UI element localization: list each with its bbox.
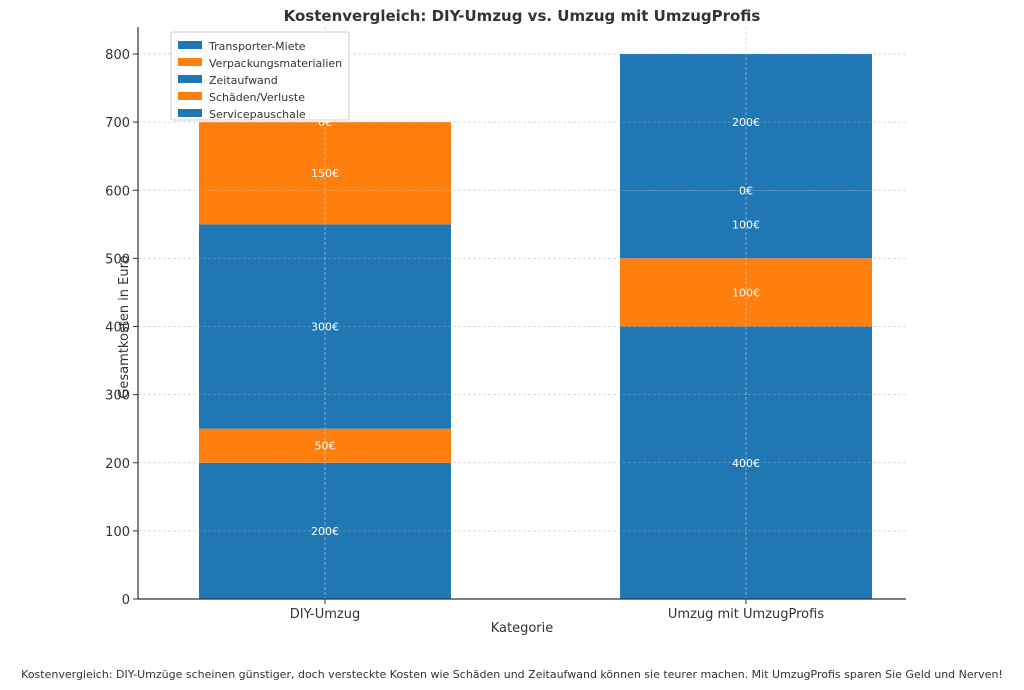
legend-label: Zeitaufwand <box>209 74 278 87</box>
legend-swatch <box>178 109 202 117</box>
legend-swatch <box>178 92 202 100</box>
axes: 0 100 200 300 400 500 600 700 800 DIY-Umzug Umzug … <box>105 27 906 622</box>
x-tick-label: Umzug mit UmzugProfis <box>668 607 824 622</box>
y-tick-label: 400 <box>105 321 130 336</box>
legend-label: Servicepauschale <box>209 108 306 121</box>
y-tick-label: 300 <box>105 389 130 404</box>
legend-box <box>170 31 350 121</box>
y-tick-label: 200 <box>105 457 130 472</box>
x-tick-label: DIY-Umzug <box>290 607 360 622</box>
chart-title: Kostenvergleich: DIY-Umzug vs. Umzug mit… <box>284 7 761 25</box>
stacked-bar-chart: Kostenvergleich: DIY-Umzug vs. Umzug mit… <box>105 7 906 636</box>
y-tick-label: 100 <box>105 525 130 540</box>
bar-value-label: 50€ <box>315 440 336 453</box>
y-tick-label: 800 <box>105 48 130 63</box>
y-tick-label: 700 <box>105 116 130 131</box>
legend-swatch <box>178 41 202 49</box>
bar-value-label: 0€ <box>739 184 753 197</box>
y-axis-label: Gesamtkosten in Euro <box>117 255 132 398</box>
chart-caption: Kostenvergleich: DIY-Umzüge scheinen gün… <box>21 668 1003 681</box>
legend-swatch <box>178 75 202 83</box>
legend: Transporter-Miete Verpackungsmaterialien Z… <box>170 31 350 121</box>
y-tick-label: 0 <box>122 593 130 608</box>
bar-labels: 200€50€300€150€0€400€100€100€0€200€ <box>138 27 906 600</box>
x-axis-label: Kategorie <box>491 621 554 636</box>
y-tick-label: 600 <box>105 184 130 199</box>
legend-label: Schäden/Verluste <box>209 91 305 104</box>
legend-label: Transporter-Miete <box>208 40 306 53</box>
y-tick-label: 500 <box>105 252 130 267</box>
bar-value-label: 200€ <box>311 525 339 538</box>
legend-label: Verpackungsmaterialien <box>209 57 342 70</box>
legend-swatch <box>178 58 202 66</box>
